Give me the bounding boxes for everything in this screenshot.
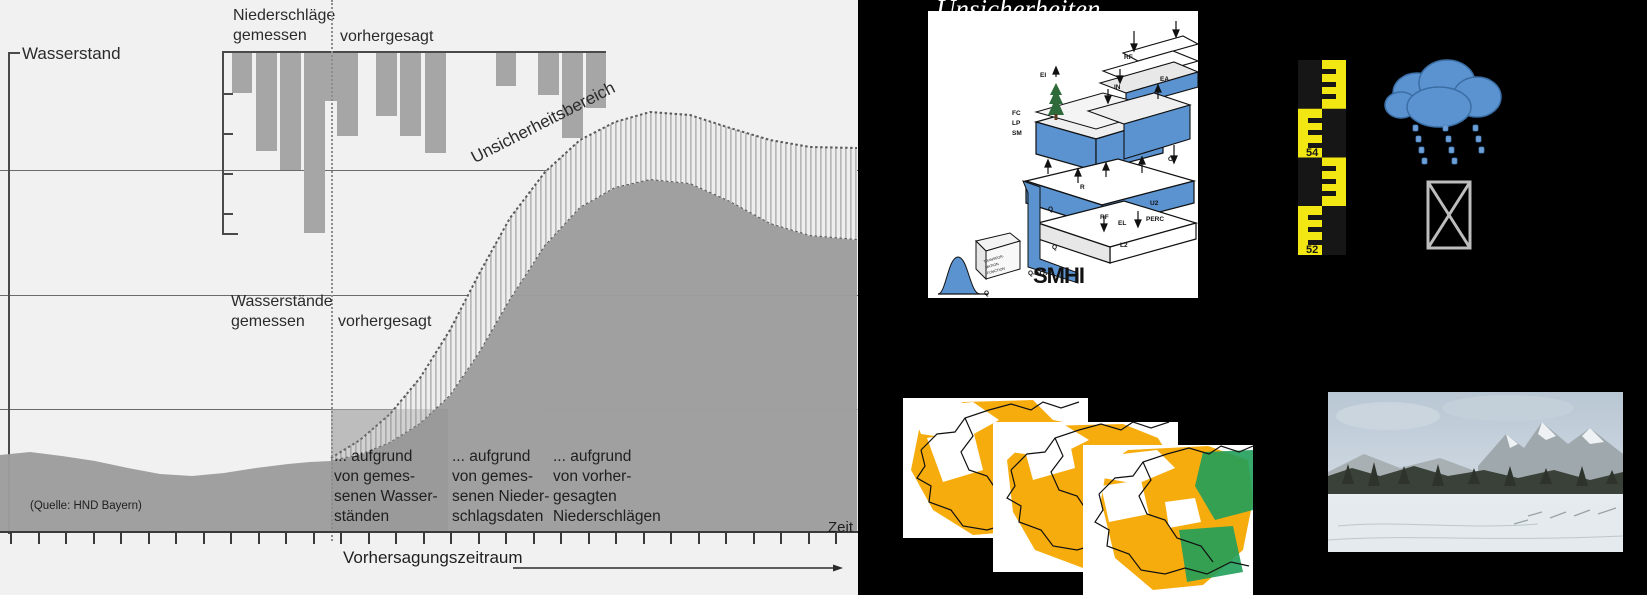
time-axis-tick [835, 533, 837, 544]
levels-measured-label: Wasserstände gemessen [231, 293, 333, 330]
svg-text:U2: U2 [1150, 200, 1159, 207]
svg-text:Q: Q [1048, 206, 1053, 213]
svg-text:PERC: PERC [1146, 216, 1164, 223]
precip-bar [376, 53, 397, 116]
crossed-box-icon [1426, 180, 1472, 250]
svg-text:FUNCTION: FUNCTION [986, 266, 1005, 275]
svg-text:SM: SM [1012, 130, 1022, 137]
y-axis-label: Wasserstand [22, 44, 121, 63]
forecast-start-divider [331, 0, 333, 541]
svg-text:Q₀+Q₁: Q₀+Q₁ [1028, 270, 1048, 277]
time-axis-tick [642, 533, 645, 544]
time-axis-tick [532, 533, 535, 544]
smhi-logo: SMHI [1033, 263, 1085, 288]
zone-measured-precip: ... aufgrund von gemes- senen Nieder- sc… [452, 448, 550, 526]
precip-bar [400, 53, 421, 136]
winter-mountain-photo [1328, 392, 1623, 552]
time-axis-tick [670, 533, 672, 544]
zone-forecast-precip: ... aufgrund von vorher- gesagten Nieder… [553, 448, 661, 526]
svg-text:EL: EL [1118, 220, 1126, 227]
precipitation-forecast-maps [903, 398, 1253, 595]
precipitation-baseline [222, 51, 606, 53]
time-axis-tick [422, 533, 425, 544]
forecast-period-arrow [513, 564, 843, 572]
time-axis [0, 531, 858, 533]
svg-text:TRANSFOR-: TRANSFOR- [983, 254, 1005, 264]
svg-text:LP: LP [1012, 120, 1021, 127]
time-axis-tick [230, 533, 232, 544]
svg-text:RF: RF [1124, 54, 1133, 61]
time-axis-tick [752, 533, 755, 544]
water-level-gauge: 55 54 53 52 [1298, 60, 1346, 256]
time-axis-tick [147, 533, 150, 544]
svg-text:EI: EI [1040, 72, 1046, 79]
time-axis-tick [807, 533, 810, 544]
svg-text:Q: Q [984, 290, 989, 297]
precip-bar [586, 53, 606, 108]
time-axis-tick [615, 533, 617, 544]
svg-text:EA: EA [1160, 76, 1169, 83]
time-axis-tick [477, 533, 480, 544]
source-note: (Quelle: HND Bayern) [30, 500, 142, 512]
levels-forecast-label: vorhergesagt [338, 313, 432, 330]
time-axis-tick [312, 533, 315, 544]
svg-text:Q: Q [1052, 244, 1057, 251]
rain-cloud-icon [1384, 59, 1502, 165]
precip-bar [337, 53, 358, 136]
svg-text:MATION: MATION [985, 262, 1000, 270]
time-axis-tick [697, 533, 700, 544]
time-axis-tick [587, 533, 590, 544]
time-axis-tick [450, 533, 452, 544]
time-axis-tick [340, 533, 342, 544]
svg-text:54: 54 [1306, 147, 1319, 159]
precip-bar [562, 53, 583, 138]
water-level-forecast-diagram: Wasserstand Niederschläge gemessen vorhe… [0, 0, 858, 595]
water-level-area [0, 110, 858, 531]
svg-text:55: 55 [1330, 98, 1342, 110]
time-axis-tick [175, 533, 177, 544]
gridline-middle [0, 295, 858, 296]
time-axis-tick [120, 533, 122, 544]
gridline-upper [0, 170, 858, 171]
svg-text:L2: L2 [1120, 242, 1128, 249]
y-axis [8, 52, 20, 534]
precipitation-axis [222, 51, 238, 235]
svg-text:RF: RF [1100, 214, 1109, 221]
svg-text:IN: IN [1114, 84, 1121, 91]
precip-bar [256, 53, 277, 151]
time-axis-tick [92, 533, 95, 544]
precip-forecast-label: vorhergesagt [340, 28, 434, 45]
svg-text:FC: FC [1012, 110, 1021, 117]
precip-bar [425, 53, 446, 153]
time-axis-tick [725, 533, 727, 544]
time-axis-tick [367, 533, 370, 544]
precip-bar [232, 53, 252, 93]
time-axis-tick [202, 533, 205, 544]
hbv-model-diagram: RF EI IN EA FC LP SM R CF U2 RF EL PERC … [928, 11, 1198, 298]
time-axis-tick [65, 533, 67, 544]
zone-water-levels: ... aufgrund von gemes- senen Wasser- st… [334, 448, 438, 526]
precip-bar [280, 53, 301, 170]
precip-bar [496, 53, 516, 86]
time-axis-tick [285, 533, 287, 544]
time-axis-tick [560, 533, 562, 544]
precip-bar [538, 53, 559, 95]
svg-text:53: 53 [1330, 196, 1342, 208]
forecast-period-label: Vorhersagungszeitraum [343, 548, 523, 567]
time-axis-tick [10, 533, 12, 544]
precip-measured-label: Niederschläge gemessen [233, 7, 336, 44]
svg-text:52: 52 [1306, 244, 1318, 255]
time-axis-label: Zeit [828, 519, 854, 536]
svg-text:R: R [1080, 184, 1085, 191]
time-axis-tick [780, 533, 782, 544]
svg-text:CF: CF [1168, 156, 1177, 163]
time-axis-tick [395, 533, 397, 544]
illustration-panel: Unsicherheiten [858, 0, 1647, 595]
time-axis-tick [37, 533, 40, 544]
time-axis-tick [257, 533, 260, 544]
time-axis-tick [505, 533, 507, 544]
